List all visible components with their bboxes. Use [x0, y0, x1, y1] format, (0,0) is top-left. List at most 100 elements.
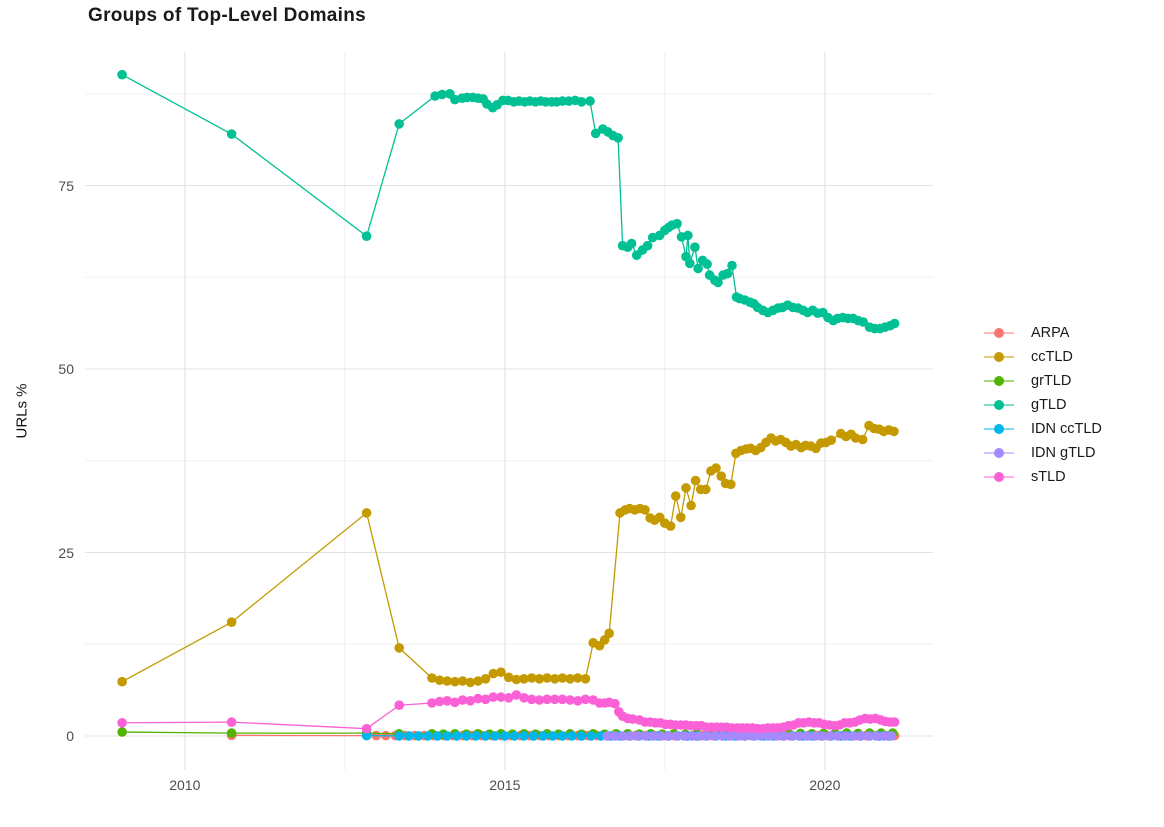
- data-point: [442, 676, 453, 686]
- data-point: [889, 426, 899, 437]
- legend-label: IDN ccTLD: [1031, 421, 1102, 437]
- data-point: [465, 677, 476, 688]
- data-point: [576, 97, 587, 107]
- data-point: [640, 731, 651, 741]
- data-point: [848, 731, 858, 741]
- x-tick-label: 2010: [169, 777, 201, 793]
- data-point: [488, 668, 499, 679]
- data-point: [226, 728, 237, 738]
- data-point: [573, 673, 583, 683]
- legend-item-sTLD: sTLD: [984, 465, 1102, 489]
- data-point: [471, 731, 481, 741]
- data-point: [665, 521, 676, 531]
- data-point: [394, 119, 405, 129]
- data-point: [711, 463, 721, 473]
- data-point: [519, 674, 529, 684]
- data-point: [117, 676, 127, 687]
- data-point: [434, 675, 445, 685]
- legend-marker-icon: [984, 374, 1014, 388]
- data-point: [663, 731, 674, 741]
- data-point: [713, 277, 723, 288]
- data-point: [461, 731, 472, 741]
- data-point: [117, 69, 127, 80]
- legend-label: gTLD: [1031, 397, 1067, 413]
- legend-item-IDN-gTLD: IDN gTLD: [984, 441, 1102, 465]
- data-point: [226, 717, 237, 727]
- data-point: [557, 673, 568, 683]
- data-point: [617, 731, 628, 741]
- data-point: [878, 731, 889, 741]
- data-point: [488, 692, 499, 702]
- data-point: [642, 240, 653, 251]
- data-point: [802, 731, 812, 741]
- data-point: [503, 693, 514, 703]
- data-point: [394, 731, 405, 741]
- data-point: [465, 696, 476, 706]
- y-tick-label: 75: [58, 177, 74, 194]
- data-point: [576, 731, 587, 741]
- data-point: [727, 260, 737, 271]
- data-point: [500, 731, 510, 741]
- data-point: [585, 96, 595, 106]
- data-point: [604, 628, 614, 639]
- legend-label: IDN gTLD: [1031, 445, 1096, 461]
- data-point: [542, 673, 552, 683]
- data-point: [480, 674, 491, 684]
- data-point: [565, 674, 575, 684]
- legend-marker-icon: [984, 350, 1014, 364]
- data-point: [413, 731, 424, 741]
- data-point: [534, 695, 545, 705]
- data-point: [871, 731, 881, 741]
- data-point: [756, 731, 766, 741]
- data-point: [226, 129, 237, 139]
- data-point: [434, 696, 445, 707]
- data-point: [226, 617, 237, 627]
- data-point: [526, 673, 537, 683]
- data-point: [740, 731, 751, 741]
- legend-item-grTLD: grTLD: [984, 369, 1102, 393]
- data-point: [889, 318, 900, 329]
- data-point: [779, 731, 789, 741]
- data-point: [442, 731, 453, 741]
- data-point: [557, 731, 568, 741]
- legend-item-ARPA: ARPA: [984, 321, 1102, 345]
- data-point: [542, 694, 552, 705]
- data-point: [748, 731, 758, 741]
- data-point: [457, 676, 468, 686]
- data-point: [809, 731, 820, 741]
- data-point: [573, 696, 583, 706]
- data-point: [519, 731, 529, 741]
- data-point: [473, 676, 483, 686]
- data-point: [625, 731, 636, 741]
- data-point: [427, 698, 437, 708]
- data-point: [693, 263, 703, 274]
- data-point: [717, 731, 728, 741]
- legend-marker-icon: [984, 446, 1014, 460]
- data-point: [580, 694, 591, 705]
- data-point: [538, 731, 548, 741]
- data-point: [771, 731, 781, 741]
- data-point: [610, 698, 620, 709]
- y-tick-label: 25: [58, 544, 74, 561]
- data-point: [763, 731, 774, 741]
- data-point: [786, 731, 797, 741]
- data-point: [826, 435, 836, 446]
- data-point: [686, 500, 696, 511]
- data-point: [681, 483, 691, 493]
- data-point: [685, 258, 695, 269]
- data-point: [503, 672, 514, 683]
- data-point: [117, 727, 127, 737]
- data-point: [394, 700, 405, 710]
- data-point: [565, 695, 575, 705]
- data-point: [858, 317, 868, 327]
- data-point: [710, 731, 720, 741]
- legend-marker-icon: [984, 422, 1014, 436]
- legend: ARPA ccTLD grTLD gTLD IDN ccTLD IDN gTLD sTLD: [984, 321, 1102, 489]
- data-point: [690, 475, 701, 486]
- data-point: [586, 731, 596, 741]
- data-point: [648, 731, 659, 741]
- data-point: [672, 218, 682, 229]
- series-sTLD: [117, 690, 900, 734]
- data-point: [626, 238, 637, 249]
